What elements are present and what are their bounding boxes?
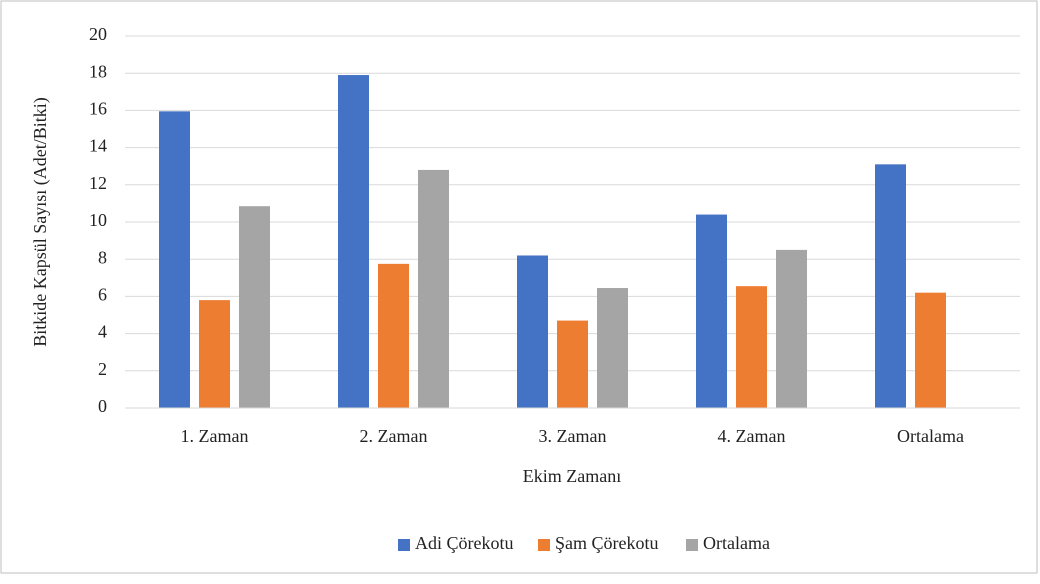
bar: [597, 288, 628, 408]
bar: [239, 206, 270, 408]
y-tick-label: 0: [98, 396, 107, 416]
legend-label: Şam Çörekotu: [555, 533, 659, 553]
bar: [736, 286, 767, 408]
bar: [915, 292, 946, 408]
x-tick-label: 2. Zaman: [360, 426, 428, 446]
y-tick-label: 10: [89, 210, 107, 230]
legend-label: Ortalama: [703, 533, 770, 553]
x-tick-label: 1. Zaman: [181, 426, 249, 446]
y-tick-label: 6: [98, 285, 107, 305]
bar: [418, 169, 449, 408]
bar: [159, 111, 190, 408]
y-tick-label: 16: [89, 99, 107, 119]
y-tick-label: 2: [98, 359, 107, 379]
y-tick-label: 18: [89, 61, 107, 81]
bar: [199, 300, 230, 408]
bar: [517, 255, 548, 408]
y-tick-label: 8: [98, 247, 107, 267]
legend-label: Adi Çörekotu: [415, 533, 514, 553]
bar: [776, 249, 807, 408]
bar: [696, 214, 727, 408]
legend-swatch: [538, 539, 550, 551]
bar: [338, 75, 369, 408]
y-tick-label: 4: [98, 322, 107, 342]
x-tick-label: 4. Zaman: [718, 426, 786, 446]
legend-swatch: [398, 539, 410, 551]
bar: [557, 320, 588, 408]
x-tick-label: 3. Zaman: [539, 426, 607, 446]
bar: [378, 263, 409, 408]
y-tick-label: 12: [89, 173, 107, 193]
legend-swatch: [686, 539, 698, 551]
y-axis-label: Bitkide Kapsül Sayısı (Adet/Bitki): [30, 97, 51, 347]
y-tick-label: 20: [89, 24, 107, 44]
x-axis-label: Ekim Zamanı: [523, 466, 621, 486]
x-tick-label: Ortalama: [897, 426, 964, 446]
bar: [875, 164, 906, 408]
y-tick-label: 14: [89, 136, 107, 156]
